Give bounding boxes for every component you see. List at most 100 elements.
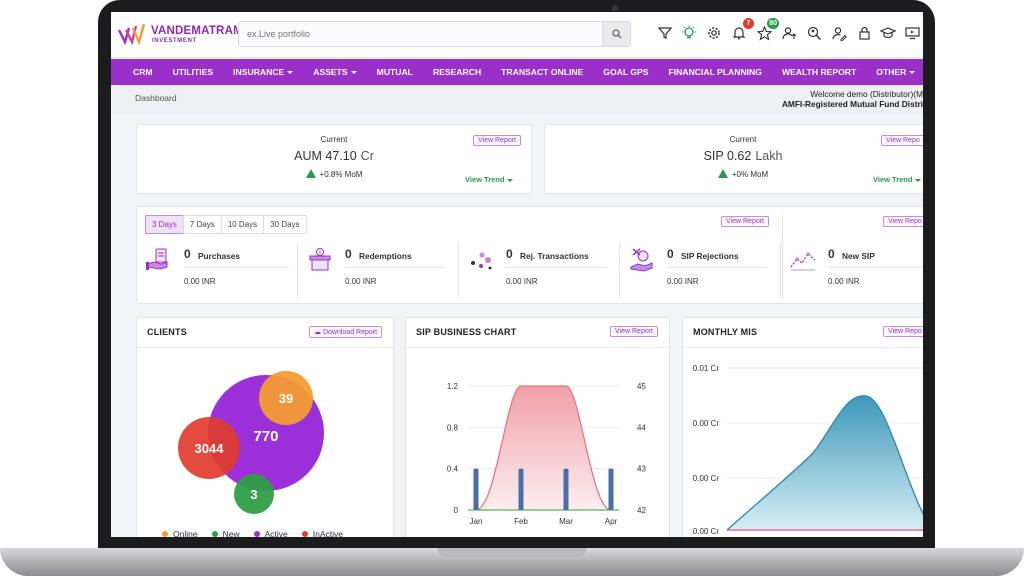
- tab-3-days[interactable]: 3 Days: [145, 215, 184, 234]
- cloud-download-icon: ☁: [314, 329, 323, 336]
- stat-label: SIP Rejections: [681, 251, 739, 261]
- download-report-button[interactable]: ☁ Download Report: [309, 326, 383, 338]
- stat-sip-rejections[interactable]: 0 SIP Rejections 0.00 INR: [620, 243, 781, 297]
- up-arrow-icon: [717, 169, 728, 178]
- sip-view-trend-button[interactable]: View Trend: [873, 175, 922, 184]
- transactions-view-report-button-2[interactable]: View Repo: [883, 216, 923, 227]
- legend-active[interactable]: Active: [253, 529, 288, 537]
- divider: [506, 267, 606, 268]
- stat-purchases[interactable]: 0 Purchases 0.00 INR: [137, 243, 298, 297]
- stat-new-sip[interactable]: 0 New SIP 0.00 INR: [781, 243, 923, 297]
- clients-title: CLIENTS: [147, 327, 187, 337]
- left-axis-tick: 0.8: [447, 423, 459, 432]
- favorites-badge: 80: [767, 18, 779, 29]
- search-input[interactable]: [239, 22, 603, 46]
- left-axis-tick: 1.2: [447, 382, 459, 391]
- nav-item-utilities[interactable]: UTILITIES: [173, 67, 214, 77]
- stat-redemptions[interactable]: 0 Redemptions 0.00 INR: [298, 243, 459, 297]
- left-axis-tick: 0: [454, 506, 459, 515]
- tab-30-days[interactable]: 30 Days: [263, 215, 307, 234]
- stat-count: 0: [828, 247, 835, 261]
- stat-rejected-transactions[interactable]: 0 Rej. Transactions 0.00 INR: [459, 243, 620, 297]
- user-search-icon[interactable]: [805, 24, 823, 42]
- left-axis-tick: 0.4: [447, 465, 459, 474]
- nav-item-financial-planning[interactable]: FINANCIAL PLANNING: [669, 67, 762, 77]
- x-axis-label: Jan: [470, 517, 483, 526]
- bubble-online[interactable]: [259, 371, 313, 425]
- search-button[interactable]: [602, 22, 630, 46]
- legend-online[interactable]: Online: [162, 529, 198, 537]
- stat-amount: 0.00 INR: [184, 277, 216, 286]
- nav-item-goal-gps[interactable]: GOAL GPS: [603, 67, 648, 77]
- star-icon[interactable]: 80: [755, 18, 779, 42]
- logo-name: VANDEMATRAM: [151, 25, 243, 37]
- user-edit-icon[interactable]: [830, 24, 848, 42]
- aum-view-trend-button[interactable]: View Trend: [465, 175, 514, 184]
- graduation-cap-icon[interactable]: [879, 24, 897, 42]
- sip-view-report-button[interactable]: View Repo: [881, 135, 923, 146]
- nav-item-mutual[interactable]: MUTUAL: [377, 67, 413, 77]
- bubble-inactive[interactable]: [178, 417, 240, 479]
- logo-mark-icon: [117, 23, 146, 46]
- redemption-icon: [309, 248, 331, 271]
- download-report-label: Download Report: [322, 329, 378, 336]
- aum-card: Current AUM 47.10 Cr +0.8% MoM View Repor…: [136, 124, 532, 194]
- right-axis-tick: 43: [637, 465, 646, 474]
- bell-icon[interactable]: 7: [730, 18, 754, 42]
- sip-business-chart: 0 0.4 0.8 1.2 42 43 44 45 Jan Feb Mar Apr: [447, 382, 647, 526]
- bubble-new[interactable]: [234, 474, 274, 514]
- nav-item-label: RESEARCH: [432, 67, 482, 77]
- search-box: [238, 21, 631, 47]
- top-bar: VANDEMATRAM INVESTMENT 7 80: [111, 12, 923, 58]
- stat-count: 0: [345, 247, 352, 261]
- nav-item-other[interactable]: OTHER: [876, 67, 916, 77]
- sip-chart-view-report-button[interactable]: View Report: [610, 326, 659, 337]
- nav-item-wealth-report[interactable]: WEALTH REPORT: [782, 67, 856, 77]
- filter-icon[interactable]: [656, 24, 674, 42]
- notification-badge: 7: [743, 18, 754, 29]
- legend-dot: [253, 531, 260, 537]
- sip-unit: Lakh: [755, 149, 783, 163]
- nav-item-research[interactable]: RESEARCH: [433, 67, 481, 77]
- legend-inactive[interactable]: InActive: [301, 529, 343, 537]
- divider: [184, 267, 289, 268]
- welcome-role: AMFI-Registered Mutual Fund Distri: [781, 99, 923, 109]
- aum-amount: 47.10: [325, 149, 357, 163]
- laptop-notch: [438, 548, 586, 557]
- stat-count: 0: [667, 247, 674, 261]
- nav-item-insurance[interactable]: INSURANCE: [233, 67, 294, 77]
- lightbulb-icon[interactable]: [680, 24, 698, 42]
- legend-label: Online: [173, 529, 198, 537]
- bubble-new-value: 3: [250, 487, 257, 502]
- right-axis-tick: 45: [637, 382, 646, 391]
- breadcrumb[interactable]: Dashboard: [135, 93, 177, 103]
- nav-item-assets[interactable]: ASSETS: [313, 67, 357, 77]
- tab-7-days[interactable]: 7 Days: [182, 215, 222, 234]
- nav-item-label: MUTUAL: [376, 67, 413, 77]
- legend-new[interactable]: New: [211, 529, 240, 537]
- logo[interactable]: VANDEMATRAM INVESTMENT: [117, 20, 243, 50]
- chevron-down-icon: [909, 70, 916, 74]
- nav-item-transact-online[interactable]: TRANSACT ONLINE: [501, 67, 583, 77]
- nav-item-crm[interactable]: CRM: [133, 67, 153, 77]
- monitor-icon[interactable]: [903, 24, 921, 42]
- gear-icon[interactable]: [705, 24, 723, 42]
- y-axis-tick: 0.00 Cr: [693, 527, 720, 536]
- transactions-view-report-button[interactable]: View Report: [721, 216, 770, 227]
- stat-label: New SIP: [842, 251, 875, 261]
- sip-change-text: +0% MoM: [731, 170, 769, 179]
- user-upload-icon[interactable]: [780, 24, 798, 42]
- search-icon: [611, 29, 621, 39]
- stat-count: 0: [506, 247, 513, 261]
- aum-view-report-button[interactable]: View Report: [473, 135, 522, 146]
- sip-change: +0% MoM: [545, 169, 923, 179]
- monthly-mis-view-report-button[interactable]: View Repo: [883, 326, 923, 337]
- legend-dot: [301, 531, 308, 537]
- tab-10-days[interactable]: 10 Days: [220, 215, 265, 234]
- stat-amount: 0.00 INR: [345, 277, 377, 286]
- aum-unit: Cr: [360, 149, 374, 163]
- transactions-card: 3 Days 7 Days 10 Days 30 Days View Repor…: [136, 206, 923, 304]
- nav-item-label: UTILITIES: [172, 67, 214, 77]
- y-axis-tick: 0.00 Cr: [693, 419, 720, 428]
- lock-icon[interactable]: [855, 24, 873, 42]
